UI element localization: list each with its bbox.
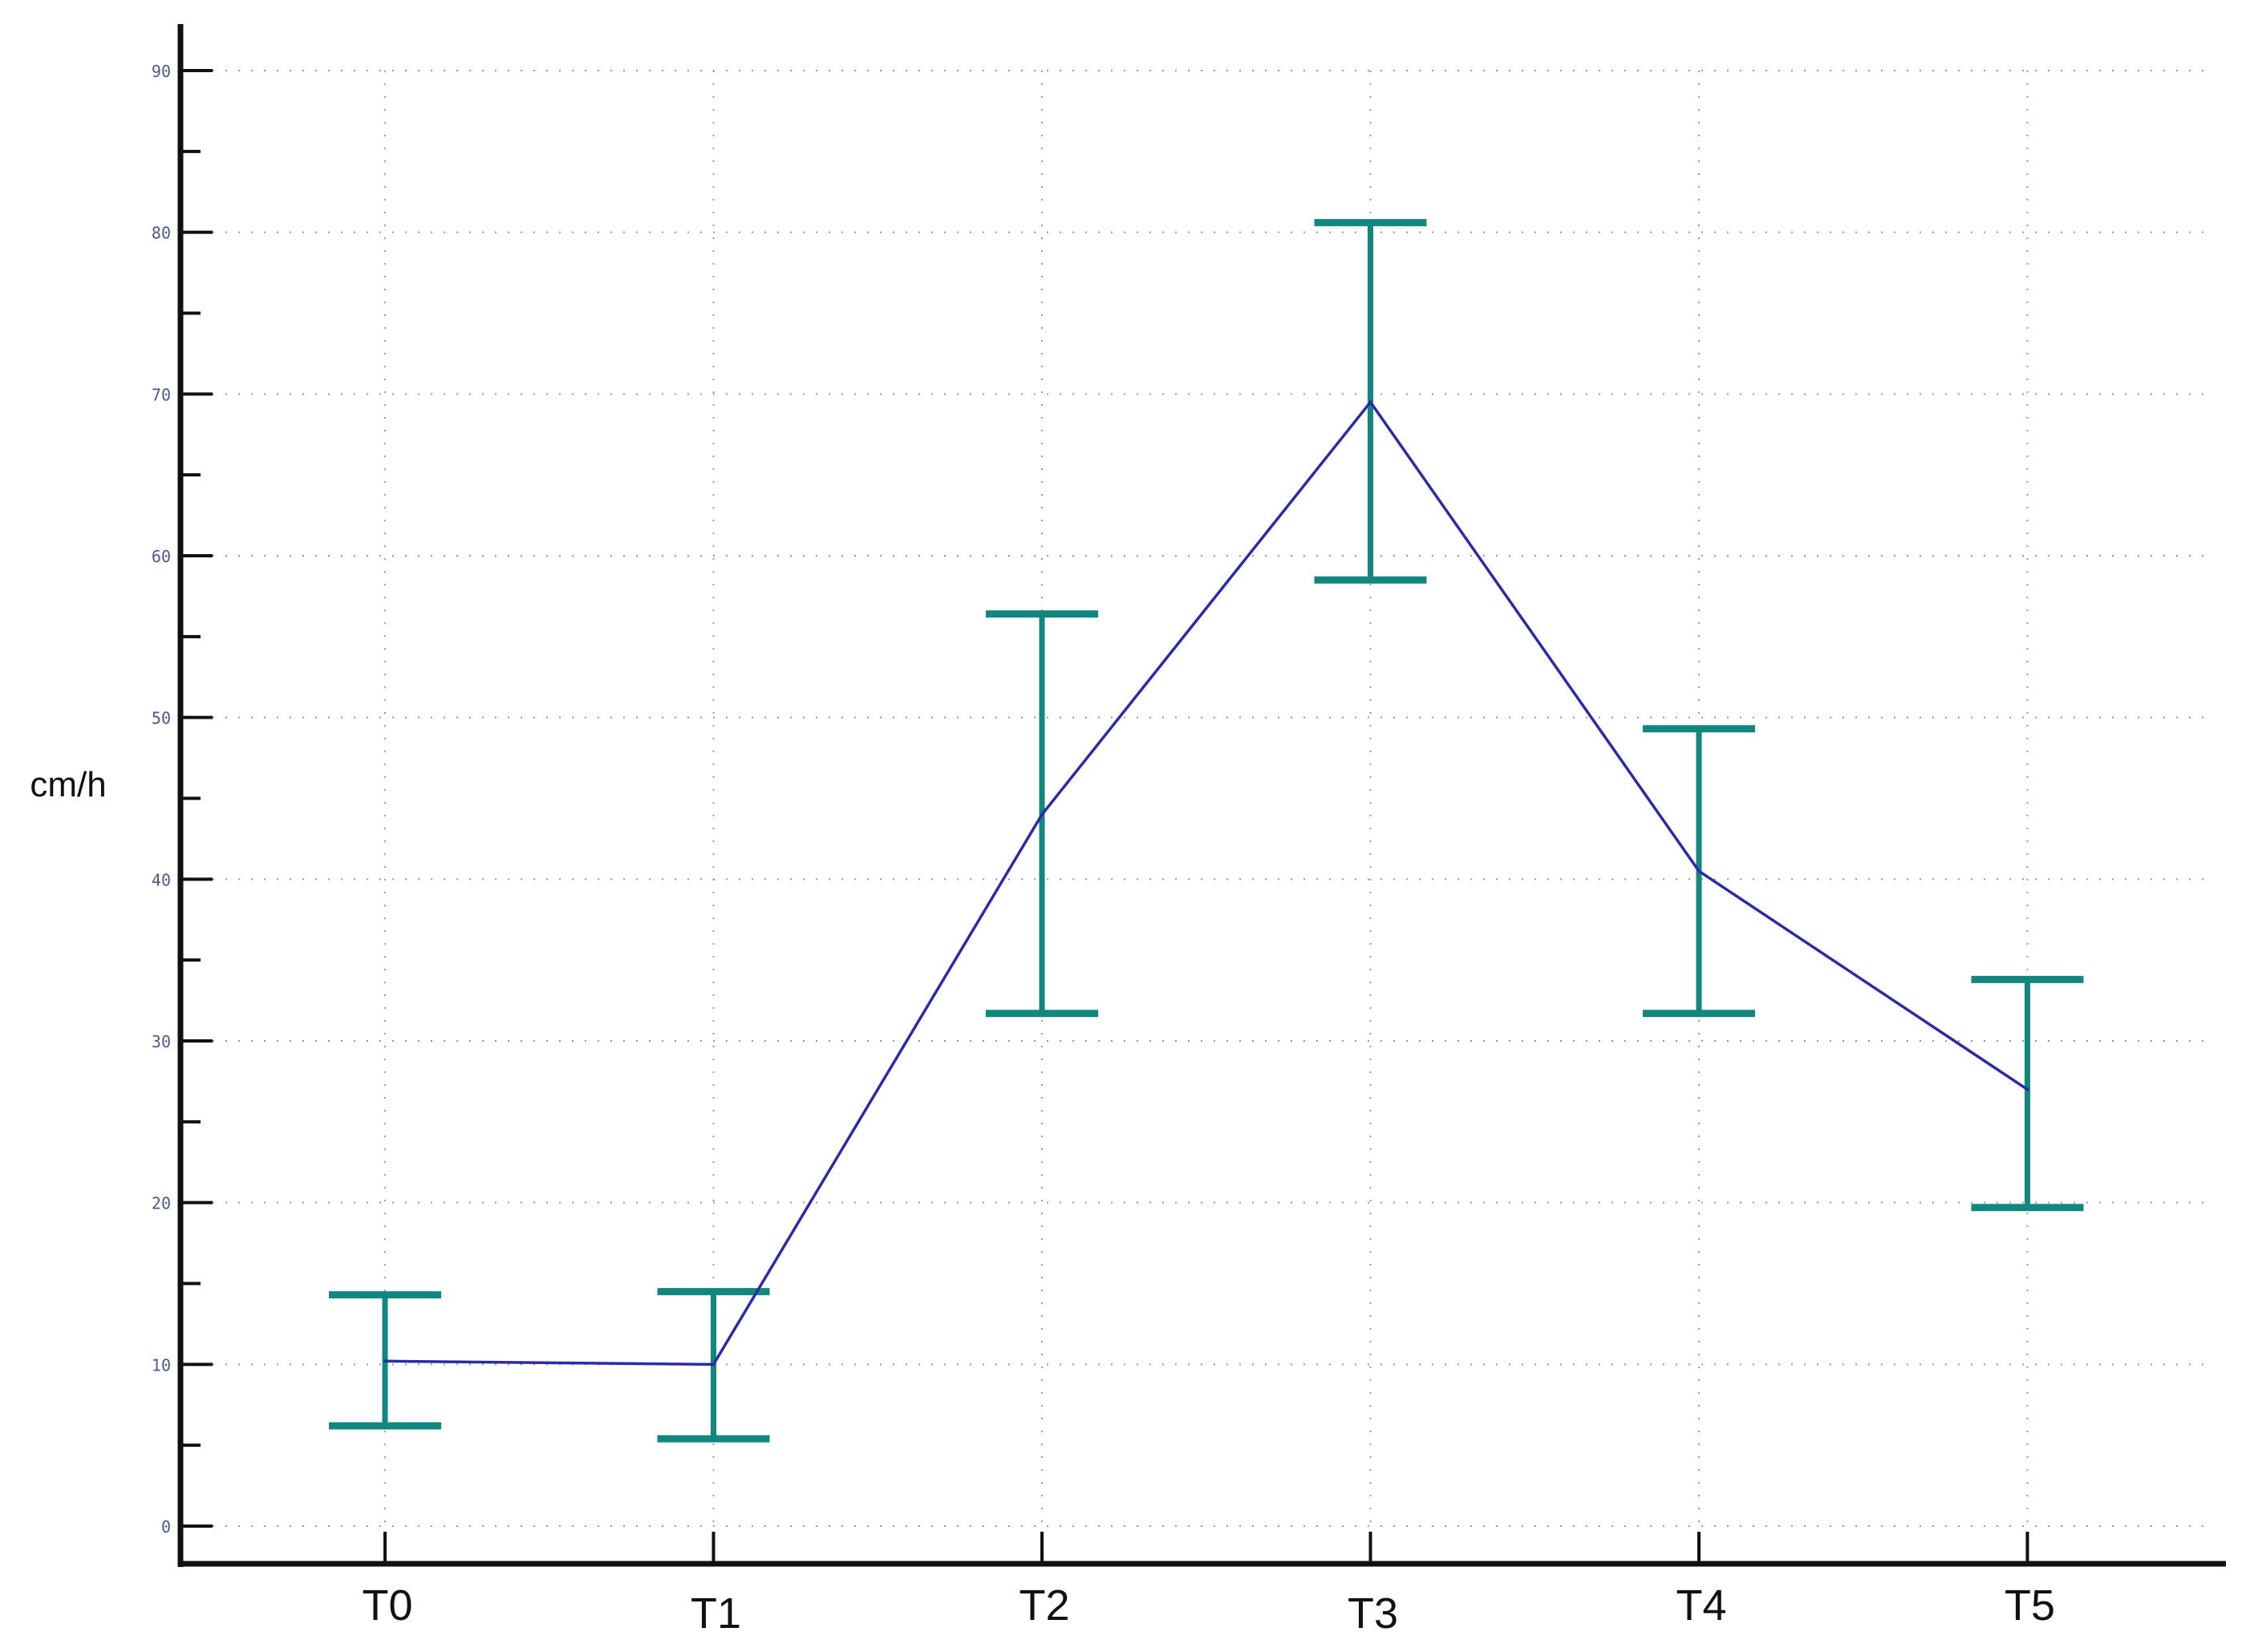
y-tick-label: 60: [152, 547, 171, 566]
data-point: [383, 1359, 387, 1363]
y-tick-label: 70: [152, 385, 171, 404]
data-point: [711, 1362, 716, 1367]
x-tick-label: T5: [2005, 1581, 2055, 1630]
x-tick-label: T2: [1019, 1581, 1069, 1630]
x-tick-label: T0: [362, 1581, 412, 1630]
y-tick-label: 80: [152, 224, 171, 243]
y-axis-label: cm/h: [30, 765, 106, 804]
y-tick-label: 50: [152, 709, 171, 728]
y-tick-label: 10: [152, 1355, 171, 1375]
series-line: [383, 400, 2029, 1367]
y-tick-label: 40: [152, 870, 171, 889]
data-point: [1368, 400, 1372, 404]
series-line-path: [384, 400, 2029, 1367]
data-point: [2025, 1087, 2029, 1091]
x-tick-label: T1: [691, 1589, 741, 1638]
y-tick-label: 30: [152, 1032, 171, 1051]
y-tick-label: 20: [152, 1194, 171, 1213]
data-point: [1040, 812, 1044, 816]
grid-lines: [213, 70, 2214, 1564]
data-point: [1697, 869, 1701, 873]
axes: [177, 24, 2226, 1567]
x-axis-ticks: T0 T1 T2 T3 T4 T5: [362, 1532, 2055, 1638]
x-tick-label: T3: [1348, 1589, 1398, 1638]
y-axis-ticks: 0 10 20 30 40 50 60 70 80 90: [152, 62, 213, 1537]
y-tick-label: 0: [161, 1517, 171, 1537]
error-bars: [329, 219, 2084, 1443]
x-tick-label: T4: [1676, 1581, 1726, 1630]
y-tick-label: 90: [152, 62, 171, 81]
